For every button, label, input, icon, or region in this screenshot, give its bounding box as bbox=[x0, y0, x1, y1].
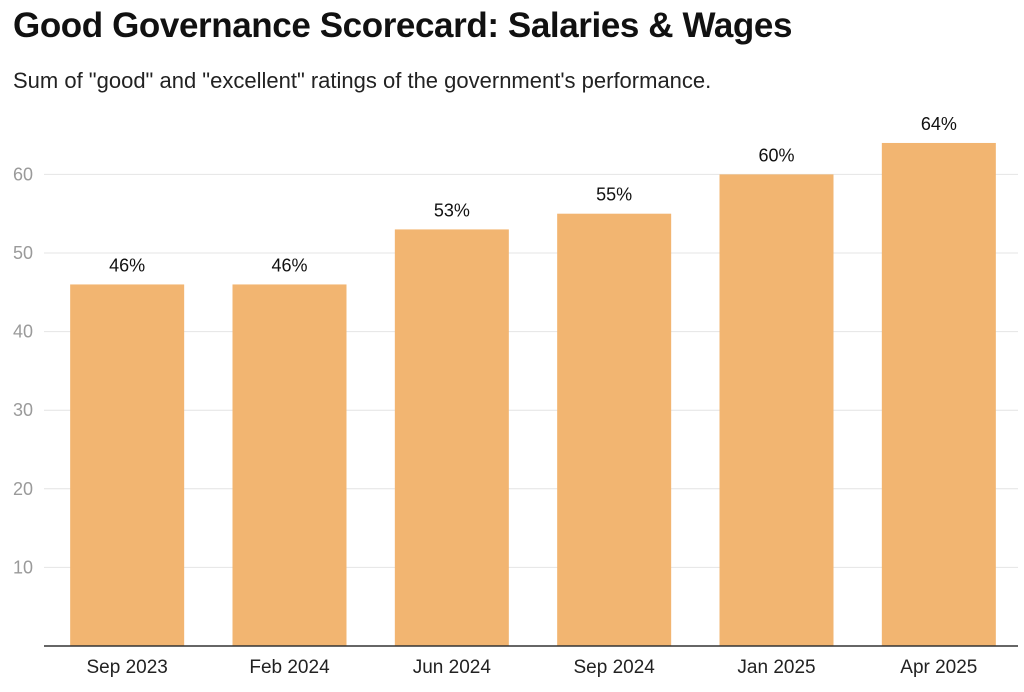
data-label: 46% bbox=[271, 255, 307, 275]
data-label: 55% bbox=[596, 185, 632, 205]
y-tick-label: 60 bbox=[13, 164, 33, 184]
bars bbox=[70, 142, 996, 647]
bar bbox=[232, 284, 347, 646]
chart-title: Good Governance Scorecard: Salaries & Wa… bbox=[13, 6, 793, 45]
chart-subtitle: Sum of "good" and "excellent" ratings of… bbox=[13, 68, 712, 93]
x-tick-label: Feb 2024 bbox=[249, 657, 330, 678]
x-tick-label: Sep 2024 bbox=[573, 657, 655, 678]
bar bbox=[394, 229, 509, 647]
gridlines bbox=[44, 173, 1018, 568]
x-tick-label: Jan 2025 bbox=[737, 657, 815, 678]
bar bbox=[719, 174, 834, 646]
data-label: 46% bbox=[109, 255, 145, 275]
y-tick-label: 20 bbox=[13, 479, 33, 499]
bar bbox=[557, 213, 672, 646]
y-tick-label: 30 bbox=[13, 400, 33, 420]
x-tick-label: Jun 2024 bbox=[413, 657, 492, 678]
y-tick-label: 50 bbox=[13, 243, 33, 263]
data-label: 53% bbox=[434, 200, 470, 220]
labels: 10 20 30 40 50 60 46% Sep 2023 46% Feb 2024 53% Jun… bbox=[13, 114, 977, 678]
y-tick-label: 40 bbox=[13, 322, 33, 342]
data-label: 60% bbox=[758, 145, 794, 165]
data-label: 64% bbox=[921, 114, 957, 134]
y-tick-label: 10 bbox=[13, 557, 33, 577]
bar bbox=[70, 284, 185, 646]
x-tick-label: Apr 2025 bbox=[900, 657, 977, 678]
bar bbox=[881, 142, 996, 646]
x-tick-label: Sep 2023 bbox=[86, 657, 167, 678]
